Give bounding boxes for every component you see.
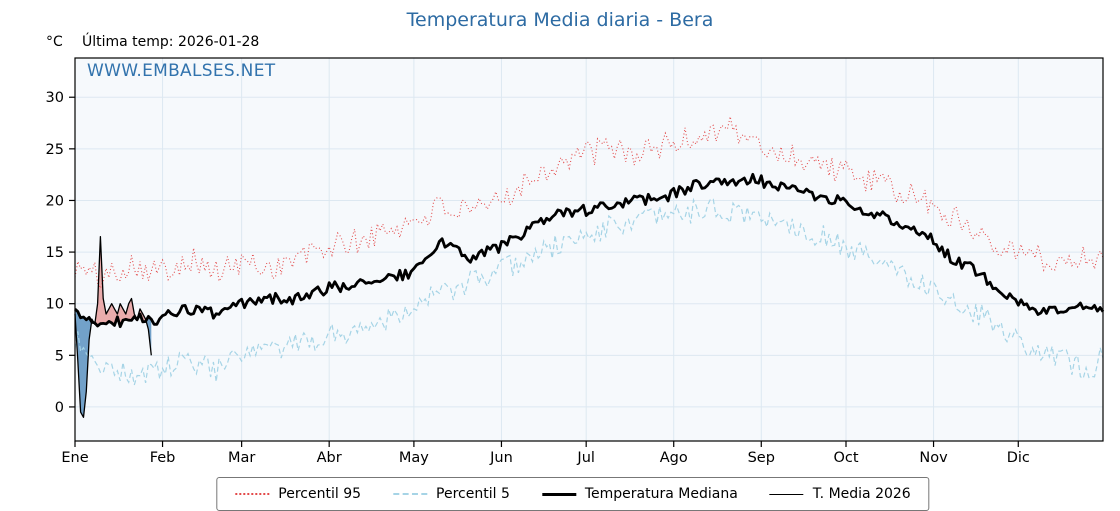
- legend-label-mediana: Temperatura Mediana: [584, 486, 738, 502]
- x-tick-label: Jul: [576, 450, 595, 466]
- x-tick-label: Abr: [317, 450, 342, 466]
- legend-item-percentil-5: Percentil 5: [393, 486, 510, 502]
- y-axis-labels: 0 5 10 15 20 25 30: [46, 90, 75, 416]
- watermark-text: WWW.EMBALSES.NET: [87, 61, 276, 81]
- y-tick-label: 15: [46, 245, 64, 261]
- legend-sample-t-media-2026-icon: [769, 493, 804, 495]
- fill-below-mediana: [146, 316, 152, 356]
- x-axis-labels: Ene Feb Mar Abr May Jun Jul Ago Sep Oct Nov Dic: [61, 441, 1030, 466]
- legend-label-t-media-2026: T. Media 2026: [812, 486, 911, 502]
- temperatura-mediana-line: [74, 172, 1105, 329]
- legend-item-mediana: Temperatura Mediana: [541, 486, 738, 502]
- x-tick-label: Ago: [660, 450, 688, 466]
- y-tick-label: 0: [55, 400, 64, 416]
- legend-label-percentil-95: Percentil 95: [278, 486, 362, 502]
- legend-label-percentil-5: Percentil 5: [436, 486, 510, 502]
- x-tick-label: Sep: [748, 450, 775, 466]
- legend-sample-mediana-icon: [541, 492, 576, 496]
- y-tick-label: 10: [46, 297, 64, 313]
- legend-item-t-media-2026: T. Media 2026: [769, 486, 911, 502]
- t-media-2026-line: [74, 235, 152, 418]
- chart-title: Temperatura Media diaria - Bera: [406, 9, 714, 31]
- x-tick-label: Nov: [919, 450, 948, 466]
- y-axis-unit-label: °C: [46, 34, 63, 50]
- x-tick-label: Oct: [833, 450, 858, 466]
- plot-area: [75, 58, 1103, 441]
- x-tick-label: Ene: [61, 450, 88, 466]
- legend-item-percentil-95: Percentil 95: [235, 486, 361, 502]
- x-tick-label: Dic: [1007, 450, 1030, 466]
- temperature-chart: 0 5 10 15 20 25 30 Ene Feb Mar Abr May Jun Jul Ago Sep O…: [46, 57, 1105, 466]
- last-temp-label: Última temp: 2026-01-28: [82, 34, 260, 50]
- y-tick-label: 20: [46, 193, 64, 209]
- chart-legend: Percentil 95 Percentil 5 Temperatura Med…: [216, 477, 930, 511]
- x-tick-label: Jun: [489, 450, 513, 466]
- fill-above-mediana: [94, 236, 146, 327]
- y-tick-label: 30: [46, 90, 64, 106]
- legend-sample-percentil-95-icon: [235, 493, 270, 495]
- y-tick-label: 5: [55, 348, 64, 364]
- x-tick-label: May: [399, 450, 429, 466]
- fill-below-mediana: [75, 309, 92, 418]
- y-tick-label: 25: [46, 142, 64, 158]
- figure-window: { "title": "Temperatura Media diaria - B…: [45, 9, 1105, 511]
- x-tick-label: Mar: [228, 450, 255, 466]
- legend-sample-percentil-5-icon: [393, 493, 428, 495]
- x-tick-label: Feb: [150, 450, 176, 466]
- plot-frame: [74, 57, 1104, 442]
